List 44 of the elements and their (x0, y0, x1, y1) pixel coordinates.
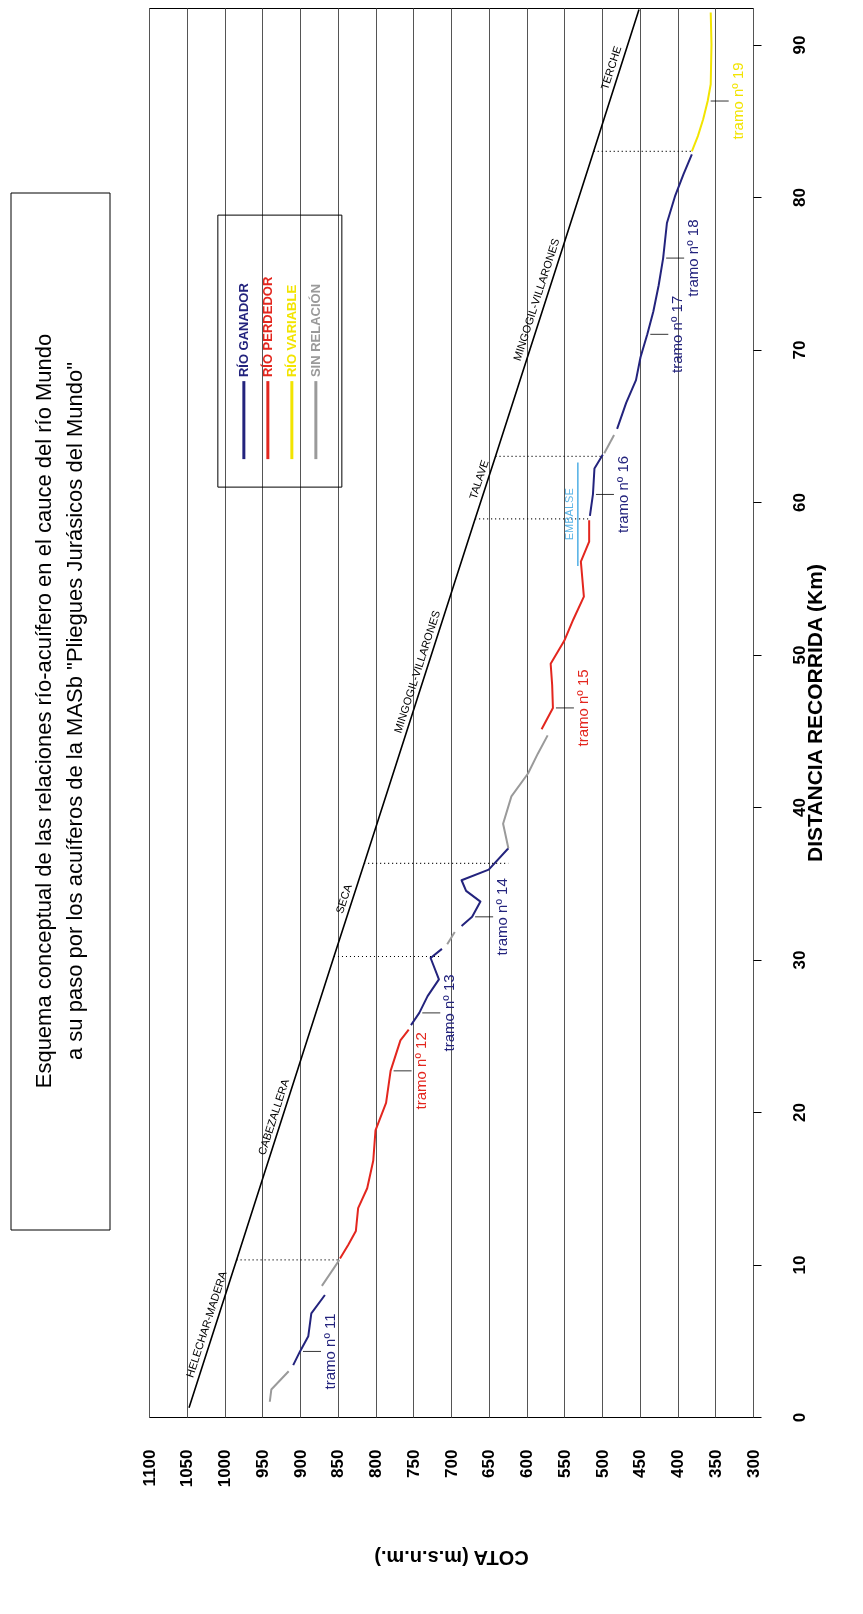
line-series (690, 11, 713, 153)
y-tick-label: 70 (789, 340, 809, 360)
y-tick-label: 80 (789, 188, 809, 208)
annotation: tramo nº 19 (728, 62, 746, 140)
x-tick-label: 550 (554, 1449, 574, 1478)
x-tick-label: 800 (366, 1449, 385, 1478)
x-tick-label: 850 (328, 1449, 348, 1478)
x-tick-label: 600 (517, 1449, 536, 1478)
x-tick-label: 750 (403, 1449, 423, 1478)
x-tick-label: 900 (290, 1449, 310, 1478)
x-tick-label: 700 (441, 1449, 461, 1478)
y-tick-label: 0 (789, 1412, 809, 1423)
x-tick-label: 450 (630, 1449, 650, 1478)
annotation: SECA (333, 882, 355, 915)
annotation: tramo nº 15 (573, 669, 591, 747)
text: SIN RELACIÓN (307, 283, 323, 378)
text: Esquema conceptual de las relaciones río-acuífero en el cauce del río Mundo a su paso por los acuíferos de la MASb "Pliegues Jurásicos del Mundo" (31, 333, 87, 1089)
x-axis-title: COTA (m.s.n.m.) (374, 1547, 529, 1570)
x-tick-label: 500 (592, 1449, 612, 1478)
annotation: tramo nº 17 (668, 295, 686, 373)
y-tick-label: 20 (789, 1103, 809, 1122)
x-tick-label: 1100 (139, 1449, 159, 1487)
annotation: tramo nº 13 (440, 974, 458, 1052)
x-tick-label: 950 (252, 1449, 272, 1478)
x-tick-label: 1000 (215, 1449, 234, 1488)
annotation: tramo nº 11 (321, 1313, 338, 1390)
text: RÍO VARIABLE (283, 284, 299, 378)
annotation: tramo nº 12 (411, 1032, 429, 1110)
y-tick-label: 10 (789, 1255, 809, 1275)
text: RÍO GANADOR (235, 282, 251, 378)
text: RÍO PERDEDOR (259, 276, 275, 378)
x-tick-label: 650 (479, 1449, 499, 1478)
annotation: EMBALSE (562, 488, 575, 541)
y-tick-label: 60 (789, 493, 809, 513)
y-tick-label: 50 (789, 645, 809, 665)
y-tick-label: 30 (789, 950, 809, 970)
x-tick-label: 1050 (177, 1449, 197, 1488)
annotation: tramo nº 14 (493, 878, 511, 956)
x-tick-label: 300 (743, 1449, 763, 1478)
x-tick-label: 400 (668, 1449, 687, 1478)
annotation: tramo nº 16 (613, 455, 631, 534)
x-tick-label: 350 (705, 1449, 725, 1478)
y-tick-label: 90 (789, 35, 809, 55)
annotation: tramo nº 18 (684, 219, 702, 297)
